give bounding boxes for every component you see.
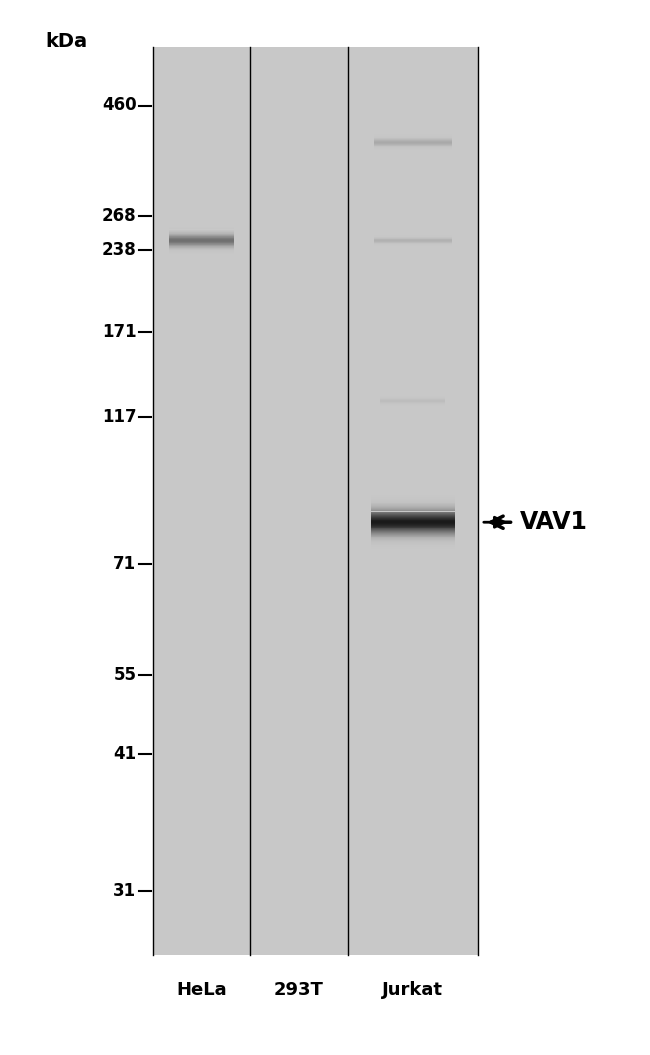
Text: Jurkat: Jurkat: [382, 981, 443, 999]
Text: 31: 31: [113, 882, 136, 901]
Text: 41: 41: [113, 745, 136, 764]
Text: 460: 460: [102, 96, 136, 115]
Text: 238: 238: [102, 241, 136, 260]
Text: 117: 117: [102, 407, 136, 426]
Text: kDa: kDa: [46, 32, 88, 51]
Text: HeLa: HeLa: [176, 981, 227, 999]
Text: VAV1: VAV1: [520, 511, 588, 534]
Text: 55: 55: [114, 666, 136, 685]
Text: 171: 171: [102, 323, 136, 342]
Bar: [153, 47, 478, 955]
Text: 71: 71: [113, 555, 136, 574]
Text: 268: 268: [102, 207, 136, 226]
Text: 293T: 293T: [274, 981, 324, 999]
